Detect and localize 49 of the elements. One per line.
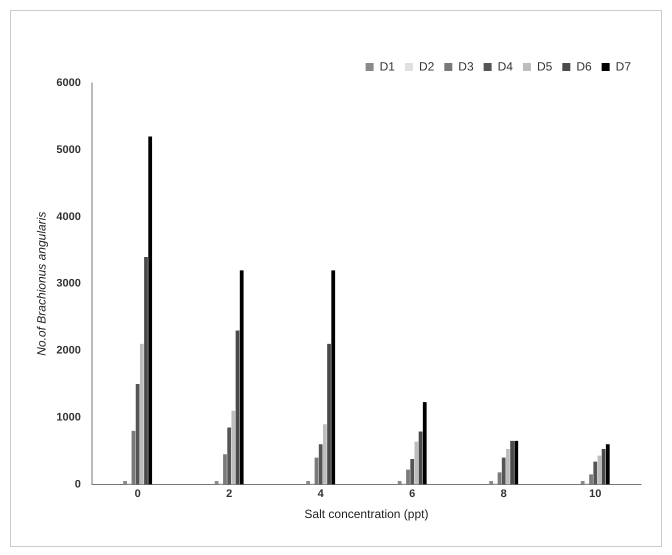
y-tick-label: 5000 (56, 144, 81, 156)
bar (593, 462, 598, 484)
bar (410, 458, 414, 484)
bar (510, 440, 514, 484)
bar (231, 410, 236, 484)
legend-label: D7 (616, 59, 632, 74)
x-tick-label: 0 (134, 488, 141, 500)
legend-label: D3 (458, 59, 474, 74)
legend-label: D6 (576, 59, 592, 74)
bar (227, 428, 232, 484)
x-axis-title: Salt concentration (ppt) (304, 507, 428, 522)
bar (606, 444, 610, 484)
legend-label: D5 (536, 59, 553, 74)
y-tick-label: 4000 (56, 210, 81, 223)
y-tick-label: 1000 (56, 412, 81, 424)
x-tick-label: 4 (318, 488, 325, 500)
bar (318, 444, 323, 484)
bar (236, 330, 240, 484)
legend-label: D2 (418, 59, 435, 74)
bar (422, 402, 427, 484)
bar (598, 456, 602, 484)
y-tick-label: 2000 (56, 344, 81, 357)
bar (327, 344, 331, 484)
bar (506, 448, 510, 484)
legend-label: D1 (380, 59, 396, 74)
bar (136, 384, 140, 484)
bar (148, 136, 152, 484)
bar (144, 256, 148, 484)
bar (306, 481, 310, 484)
y-tick-label: 3000 (56, 278, 81, 290)
bar (331, 270, 336, 484)
bar (514, 440, 518, 484)
legend-label: D4 (498, 59, 514, 74)
bar (322, 424, 327, 484)
bar (123, 481, 127, 484)
x-tick-label: 10 (589, 488, 602, 500)
x-tick-label: 2 (226, 488, 232, 500)
x-tick-label: 6 (409, 488, 416, 500)
y-axis-title: No.of Brachionus angularis (34, 212, 49, 356)
bar (602, 448, 606, 484)
bar (214, 481, 218, 484)
y-tick-label: 6000 (56, 77, 81, 90)
y-tick-label: 0 (74, 478, 81, 490)
bar (502, 458, 506, 484)
bar (414, 442, 418, 484)
bar (418, 432, 422, 484)
bar (240, 270, 244, 484)
x-tick-label: 8 (500, 488, 507, 500)
bar (140, 344, 144, 484)
